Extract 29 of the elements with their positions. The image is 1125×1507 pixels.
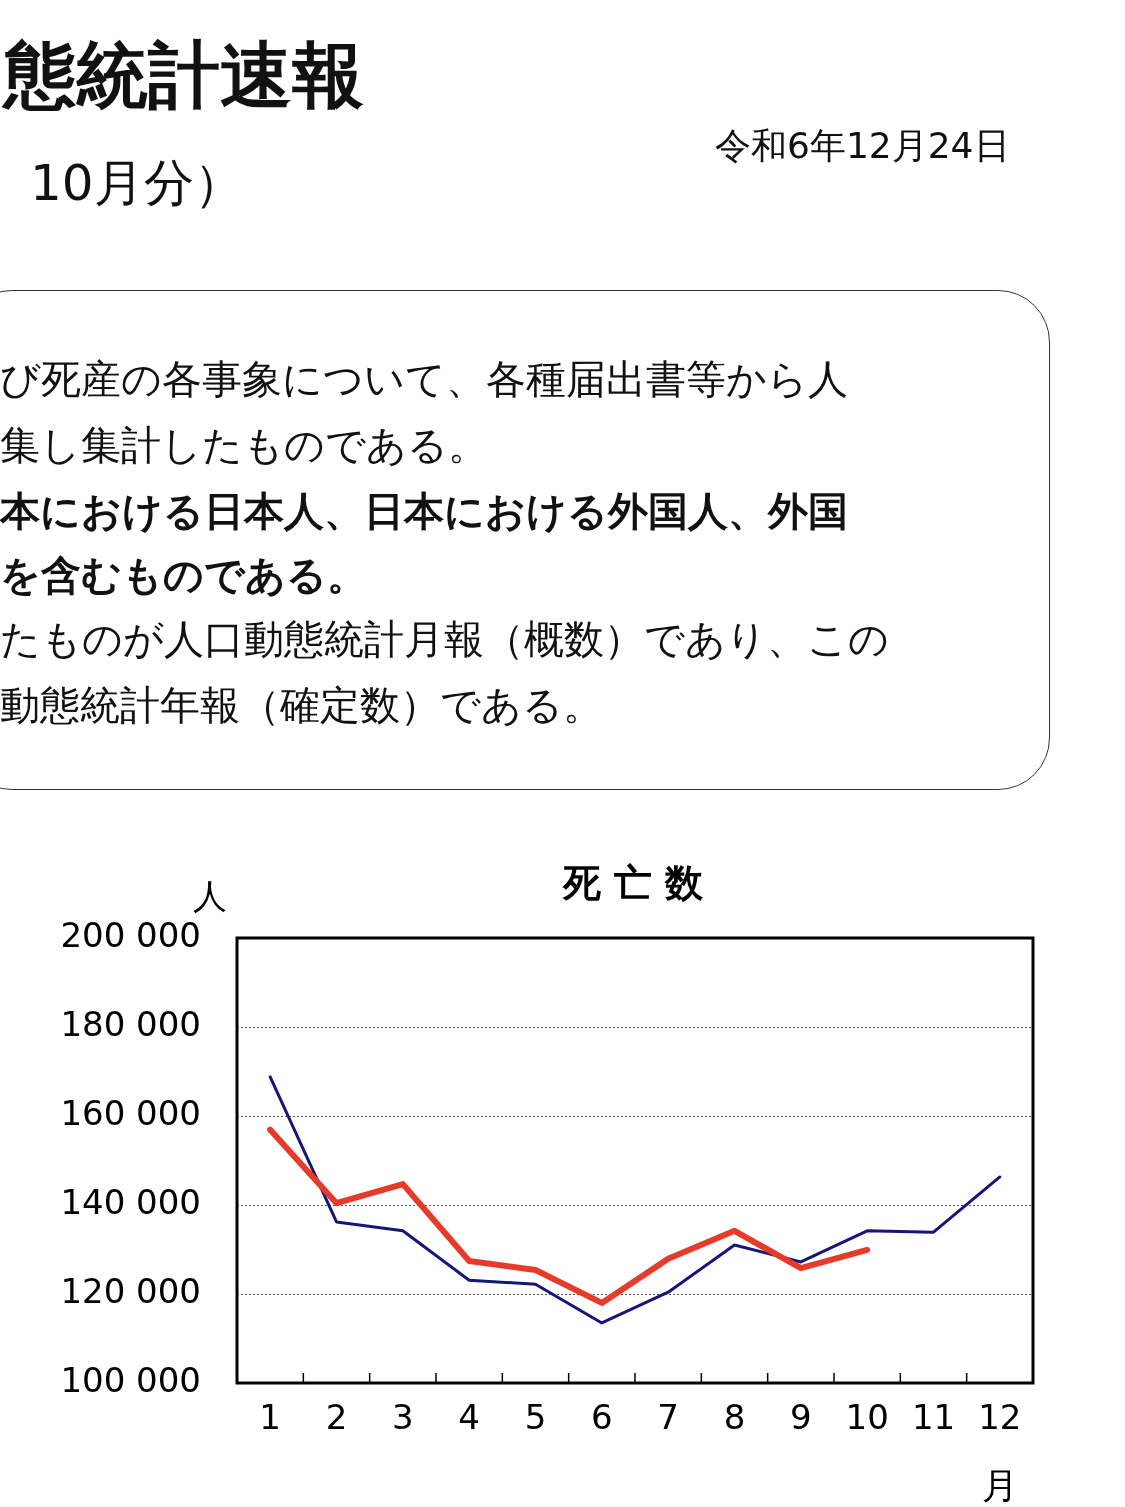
y-tick-label: 180 000 <box>60 1003 201 1044</box>
text: 令和6年12月24日 <box>715 124 1010 168</box>
text: び死産の各事象について、各種届出書等から人 <box>0 355 848 404</box>
x-tick-label: 2 <box>325 1396 348 1437</box>
y-tick-label: 100 000 <box>60 1359 201 1400</box>
y-tick-label: 120 000 <box>60 1270 201 1311</box>
y-tick-label: 140 000 <box>60 1181 201 1222</box>
x-tick-label: 6 <box>591 1396 613 1437</box>
text: 集し集計したものである。 <box>0 421 488 470</box>
x-tick-label: 4 <box>458 1396 480 1437</box>
x-axis-title: 月 <box>982 1465 1018 1506</box>
x-tick-label: 12 <box>978 1396 1022 1437</box>
x-tick-label: 7 <box>657 1396 679 1437</box>
x-tick-label: 10 <box>845 1396 889 1437</box>
chart-title: 死 亡 数 <box>561 861 705 905</box>
x-tick-label: 11 <box>911 1396 956 1437</box>
x-tick-label: 3 <box>392 1396 414 1437</box>
y-tick-label: 160 000 <box>60 1092 201 1133</box>
text: を含むものである。 <box>0 551 367 600</box>
y-axis-title: 人 <box>193 876 227 916</box>
text: 態統計速報 <box>4 32 364 119</box>
text: 10月分） <box>30 153 244 214</box>
x-tick-label: 9 <box>790 1396 812 1437</box>
x-tick-label: 8 <box>723 1396 746 1437</box>
x-tick-label: 1 <box>259 1396 281 1437</box>
x-tick-label: 5 <box>524 1396 547 1437</box>
y-tick-label: 200 000 <box>60 914 201 955</box>
text: たものが人口動態統計月報（概数）であり、この <box>0 615 889 664</box>
text: 動態統計年報（確定数）である。 <box>0 681 603 730</box>
